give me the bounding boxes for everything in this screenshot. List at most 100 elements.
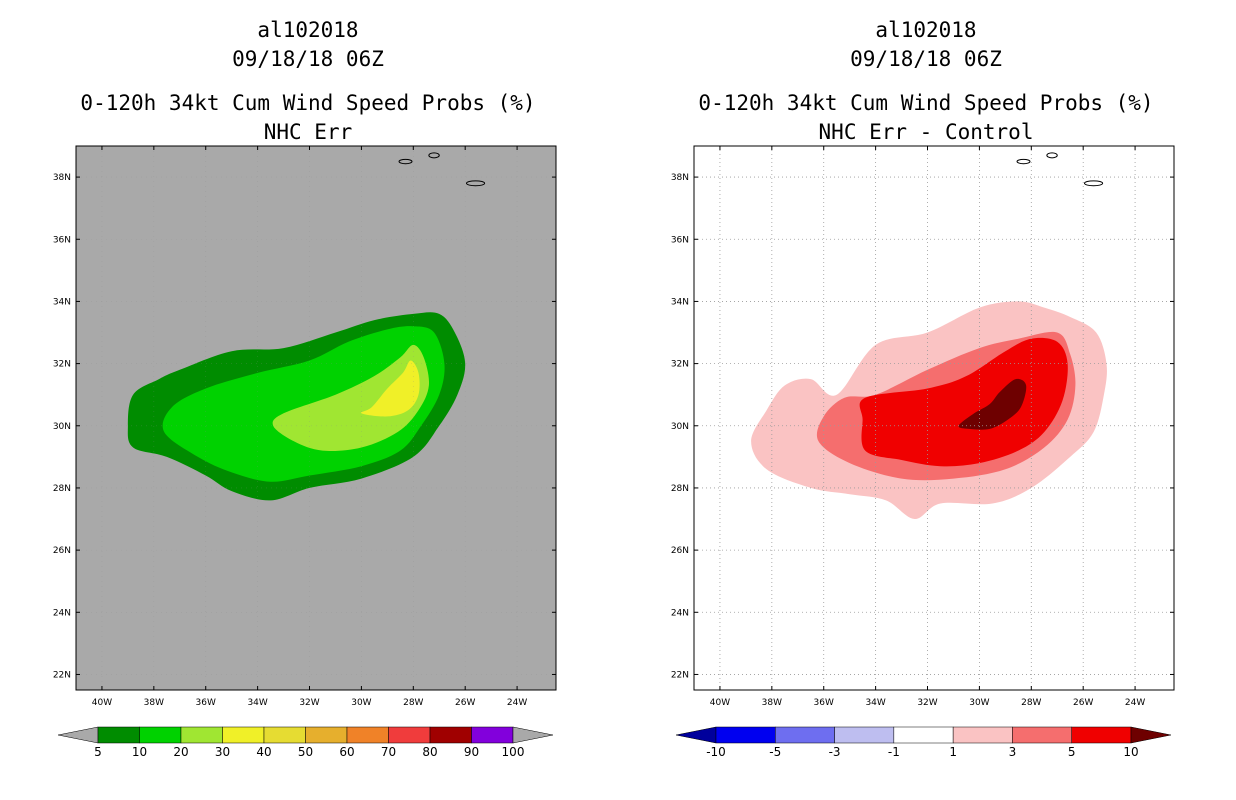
right-colorbar-high-arrow xyxy=(1130,726,1172,744)
right-y-tick-label: 24N xyxy=(671,608,689,618)
right-colorbar-swatch xyxy=(1071,726,1132,744)
right-colorbar-low-arrow xyxy=(675,726,717,744)
right-colorbar-label: 5 xyxy=(1068,745,1076,759)
right-y-tick-label: 22N xyxy=(671,670,689,680)
left-colorbar-label: 5 xyxy=(94,745,102,759)
right-colorbar-swatch xyxy=(952,726,1013,744)
left-colorbar-label: 90 xyxy=(464,745,479,759)
right-colorbar-label: -3 xyxy=(829,745,841,759)
left-colorbar-label: 20 xyxy=(173,745,188,759)
left-colorbar-label: 30 xyxy=(215,745,230,759)
left-colorbar-swatch xyxy=(305,726,348,744)
right-plot-frame xyxy=(693,145,1175,691)
left-x-tick-label: 24W xyxy=(507,698,527,708)
left-contour-20-30 xyxy=(272,344,430,452)
right-y-tick-label: 38N xyxy=(671,173,689,183)
right-x-tick-label: 38W xyxy=(762,698,782,708)
left-colorbar-swatch xyxy=(263,726,306,744)
right-x-tick-label: 36W xyxy=(814,698,834,708)
left-x-tick-label: 26W xyxy=(455,698,475,708)
right-y-tick-label: 30N xyxy=(671,422,689,432)
left-colorbar-label: 50 xyxy=(298,745,313,759)
left-x-tick-label: 38W xyxy=(144,698,164,708)
left-coastline-island-a xyxy=(398,158,413,165)
left-colorbar: 5 10 20 30 40 50 60 70 80 90 100 xyxy=(57,726,554,759)
right-colorbar-swatch xyxy=(775,726,835,744)
right-contour-5-10 xyxy=(859,337,1068,467)
right-chart-title: 0-120h 34kt Cum Wind Speed Probs (%) xyxy=(698,91,1154,115)
right-plot-area: 40W 38W 36W 34W 32W 30W 28W 26W 24W 22N 24N 26N 28N 3… xyxy=(671,145,1175,708)
left-y-tick-label: 36N xyxy=(53,235,71,245)
left-plot-area: 40W 38W 36W 34W 32W 30W 28W 26W 24W 22N 24N 26N 28N 3… xyxy=(53,145,557,708)
left-colorbar-label: 40 xyxy=(256,745,271,759)
right-datetime: 09/18/18 06Z xyxy=(850,47,1002,71)
right-x-tick-label: 30W xyxy=(969,698,989,708)
right-y-tick-label: 28N xyxy=(671,484,689,494)
left-colorbar-low-arrow xyxy=(57,726,99,744)
right-x-tick-label: 28W xyxy=(1021,698,1041,708)
left-y-tick-label: 38N xyxy=(53,173,71,183)
left-y-tick-label: 32N xyxy=(53,360,71,370)
right-coastline-island-a xyxy=(1016,158,1031,165)
left-chart-subtitle: NHC Err xyxy=(263,120,353,144)
left-plot-frame xyxy=(75,145,557,691)
left-x-tick-label: 28W xyxy=(403,698,423,708)
right-colorbar-label: -1 xyxy=(888,745,900,759)
left-contour-30-40 xyxy=(360,360,420,417)
left-x-tick-label: 40W xyxy=(92,698,112,708)
left-y-tick-label: 30N xyxy=(53,422,71,432)
left-colorbar-swatch xyxy=(388,726,431,744)
right-y-tick-label: 32N xyxy=(671,360,689,370)
right-x-tick-label: 24W xyxy=(1125,698,1145,708)
right-x-tick-label: 26W xyxy=(1073,698,1093,708)
right-colorbar-label: -10 xyxy=(706,745,726,759)
left-x-tick-label: 34W xyxy=(247,698,267,708)
right-colorbar-swatch xyxy=(1012,726,1072,744)
left-coastline-island-b xyxy=(428,152,440,159)
left-colorbar-high-arrow xyxy=(512,726,554,744)
left-colorbar-label: 10 xyxy=(132,745,147,759)
right-plot-layers xyxy=(694,146,1174,690)
right-coastline-island-c xyxy=(1083,180,1104,187)
right-y-tick-label: 26N xyxy=(671,546,689,556)
right-y-tick-label: 36N xyxy=(671,235,689,245)
right-y-tick-label: 34N xyxy=(671,297,689,307)
left-datetime: 09/18/18 06Z xyxy=(232,47,384,71)
left-y-tick-label: 24N xyxy=(53,608,71,618)
left-x-tick-label: 30W xyxy=(351,698,371,708)
left-storm-id: al102018 xyxy=(257,18,359,42)
right-x-tick-label: 34W xyxy=(865,698,885,708)
right-colorbar-label: 10 xyxy=(1123,745,1138,759)
left-colorbar-label: 70 xyxy=(381,745,396,759)
left-y-tick-label: 28N xyxy=(53,484,71,494)
left-plot-layers xyxy=(76,146,556,690)
right-colorbar: -10 -5 -3 -1 1 3 5 10 xyxy=(675,726,1172,759)
right-x-tick-label: 32W xyxy=(917,698,937,708)
left-chart-title: 0-120h 34kt Cum Wind Speed Probs (%) xyxy=(80,91,536,115)
left-colorbar-swatch xyxy=(346,726,389,744)
right-colorbar-label: -5 xyxy=(769,745,781,759)
left-colorbar-swatch xyxy=(471,726,514,744)
right-x-tick-label: 40W xyxy=(710,698,730,708)
left-x-tick-label: 36W xyxy=(196,698,216,708)
right-colorbar-swatch xyxy=(834,726,895,744)
left-y-tick-label: 22N xyxy=(53,670,71,680)
right-colorbar-swatch xyxy=(893,726,954,744)
right-storm-id: al102018 xyxy=(875,18,977,42)
left-colorbar-swatch xyxy=(139,726,182,744)
left-colorbar-swatch xyxy=(180,726,223,744)
right-chart-subtitle: NHC Err - Control xyxy=(818,120,1034,144)
left-colorbar-label: 80 xyxy=(422,745,437,759)
left-coastline-island-c xyxy=(465,180,486,187)
left-y-tick-label: 26N xyxy=(53,546,71,556)
right-contour->10 xyxy=(958,378,1027,430)
left-x-tick-label: 32W xyxy=(299,698,319,708)
left-colorbar-swatch xyxy=(429,726,472,744)
right-coastline-island-b xyxy=(1046,152,1058,159)
left-y-tick-label: 34N xyxy=(53,297,71,307)
left-colorbar-label: 60 xyxy=(339,745,354,759)
left-colorbar-swatch xyxy=(222,726,265,744)
right-colorbar-label: 1 xyxy=(949,745,957,759)
left-colorbar-label: 100 xyxy=(502,745,525,759)
